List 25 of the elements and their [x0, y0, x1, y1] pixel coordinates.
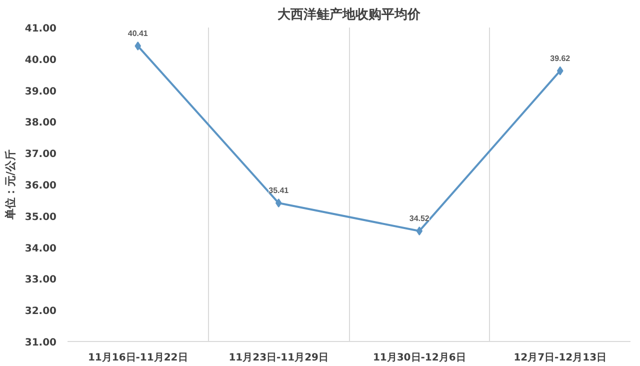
x-tick-label: 11月23日-11月29日: [228, 352, 329, 364]
y-tick-label: 31.00: [24, 338, 57, 348]
y-tick-label: 36.00: [24, 180, 57, 192]
y-tick-label: 41.00: [24, 24, 57, 34]
y-tick-label: 35.00: [24, 212, 57, 223]
x-tick-label: 11月30日-12月6日: [372, 352, 466, 364]
data-label: 40.41: [128, 29, 148, 38]
point: [416, 226, 423, 236]
data-label: 39.62: [550, 54, 571, 63]
point: [134, 42, 142, 51]
y-axis-title: 单位：元/公斤: [4, 149, 17, 221]
y-tick-label: 40.00: [24, 54, 57, 66]
x-tick-label: 12月7日-12月13日: [514, 352, 607, 364]
y-tick-label: 34.00: [24, 243, 57, 254]
point: [556, 66, 564, 76]
y-tick-label: 37.00: [24, 149, 57, 160]
y-tick-label: 33.00: [24, 274, 57, 286]
y-tick-label: 32.00: [24, 306, 57, 318]
data-label: 35.41: [268, 186, 290, 196]
chart-title: 大西洋鲑产地收购平均价: [278, 6, 422, 22]
y-tick-label: 39.00: [24, 86, 57, 98]
point: [275, 198, 282, 208]
x-tick-label: 11月16日-11月22日: [88, 352, 188, 364]
y-tick-label: 38.00: [24, 118, 57, 129]
data-label: 34.52: [409, 214, 430, 223]
